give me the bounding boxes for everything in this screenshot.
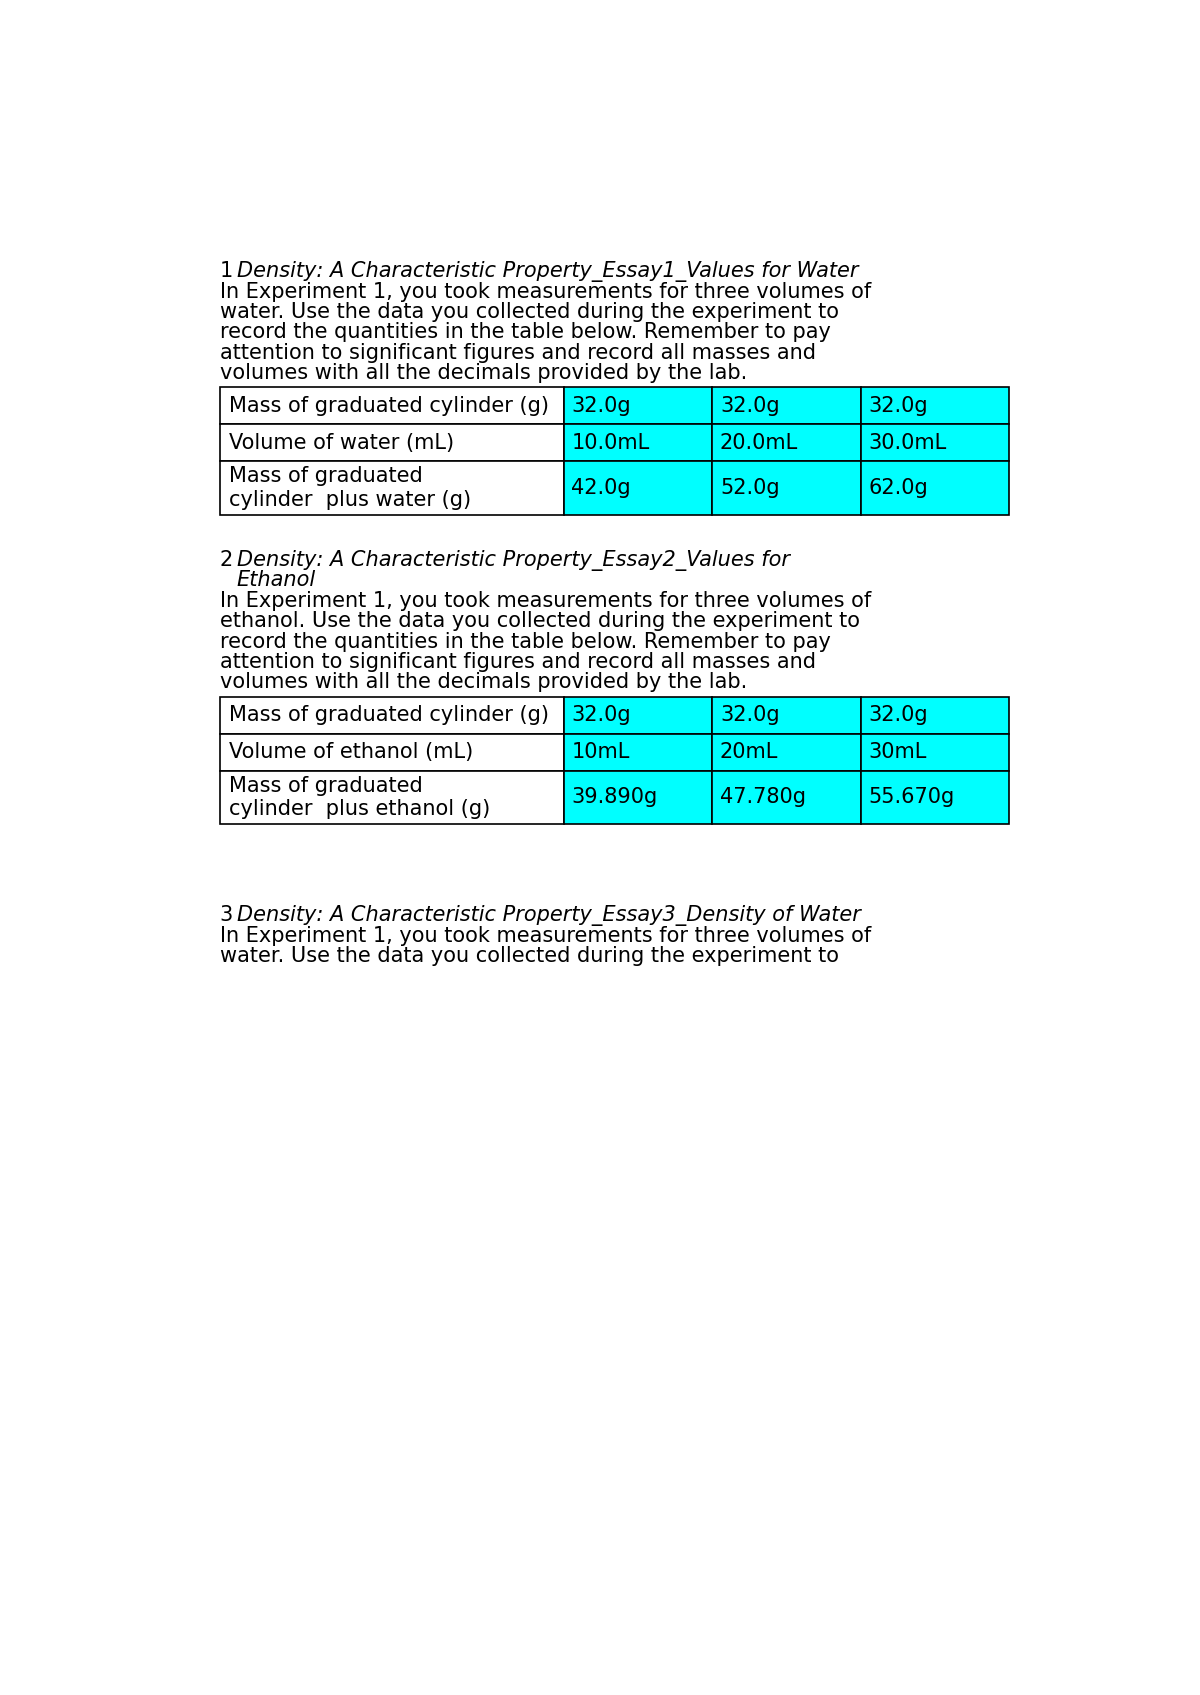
Text: 32.0g: 32.0g bbox=[720, 705, 780, 725]
Text: 3: 3 bbox=[220, 905, 240, 925]
Bar bbox=[564, 424, 713, 461]
Bar bbox=[220, 697, 564, 734]
Text: 32.0g: 32.0g bbox=[720, 397, 780, 415]
Text: Density: A Characteristic Property_Essay1_Values for Water: Density: A Characteristic Property_Essay… bbox=[236, 261, 858, 281]
Text: 42.0g: 42.0g bbox=[571, 478, 631, 498]
Bar bbox=[564, 461, 713, 515]
Text: 39.890g: 39.890g bbox=[571, 788, 658, 807]
Bar bbox=[220, 388, 564, 424]
Text: Mass of graduated: Mass of graduated bbox=[229, 776, 422, 795]
Bar bbox=[713, 461, 860, 515]
Text: cylinder  plus ethanol (g): cylinder plus ethanol (g) bbox=[229, 800, 491, 819]
Text: Density: A Characteristic Property_Essay3_Density of Water: Density: A Characteristic Property_Essay… bbox=[236, 905, 860, 925]
Bar bbox=[220, 771, 564, 824]
Text: attention to significant figures and record all masses and: attention to significant figures and rec… bbox=[220, 653, 816, 671]
Bar bbox=[564, 697, 713, 734]
Text: 20.0mL: 20.0mL bbox=[720, 432, 798, 453]
Bar bbox=[220, 734, 564, 771]
Text: In Experiment 1, you took measurements for three volumes of: In Experiment 1, you took measurements f… bbox=[220, 281, 871, 302]
Text: 55.670g: 55.670g bbox=[869, 788, 955, 807]
Text: Volume of ethanol (mL): Volume of ethanol (mL) bbox=[229, 742, 473, 763]
Text: 30.0mL: 30.0mL bbox=[869, 432, 947, 453]
Text: Ethanol: Ethanol bbox=[236, 570, 316, 590]
Bar bbox=[713, 388, 860, 424]
Bar bbox=[860, 771, 1009, 824]
Text: Mass of graduated cylinder (g): Mass of graduated cylinder (g) bbox=[229, 705, 550, 725]
Bar bbox=[564, 734, 713, 771]
Text: Mass of graduated cylinder (g): Mass of graduated cylinder (g) bbox=[229, 397, 550, 415]
Text: 10.0mL: 10.0mL bbox=[571, 432, 649, 453]
Text: Mass of graduated: Mass of graduated bbox=[229, 466, 422, 486]
Bar bbox=[713, 697, 860, 734]
Text: In Experiment 1, you took measurements for three volumes of: In Experiment 1, you took measurements f… bbox=[220, 592, 871, 610]
Text: ethanol. Use the data you collected during the experiment to: ethanol. Use the data you collected duri… bbox=[220, 612, 859, 631]
Bar bbox=[713, 734, 860, 771]
Text: cylinder  plus water (g): cylinder plus water (g) bbox=[229, 490, 472, 510]
Text: Density: A Characteristic Property_Essay2_Values for: Density: A Characteristic Property_Essay… bbox=[236, 549, 790, 571]
Bar bbox=[860, 734, 1009, 771]
Bar bbox=[220, 461, 564, 515]
Text: water. Use the data you collected during the experiment to: water. Use the data you collected during… bbox=[220, 302, 839, 322]
Text: 47.780g: 47.780g bbox=[720, 788, 806, 807]
Text: 10mL: 10mL bbox=[571, 742, 630, 763]
Bar bbox=[860, 697, 1009, 734]
Text: In Experiment 1, you took measurements for three volumes of: In Experiment 1, you took measurements f… bbox=[220, 925, 871, 946]
Bar bbox=[713, 771, 860, 824]
Text: 1: 1 bbox=[220, 261, 240, 281]
Text: record the quantities in the table below. Remember to pay: record the quantities in the table below… bbox=[220, 322, 830, 342]
Text: 32.0g: 32.0g bbox=[571, 705, 631, 725]
Text: volumes with all the decimals provided by the lab.: volumes with all the decimals provided b… bbox=[220, 363, 746, 383]
Text: water. Use the data you collected during the experiment to: water. Use the data you collected during… bbox=[220, 946, 839, 966]
Text: 62.0g: 62.0g bbox=[869, 478, 929, 498]
Text: Volume of water (mL): Volume of water (mL) bbox=[229, 432, 454, 453]
Text: 32.0g: 32.0g bbox=[571, 397, 631, 415]
Text: 2: 2 bbox=[220, 549, 240, 570]
Text: 30mL: 30mL bbox=[869, 742, 926, 763]
Bar bbox=[564, 388, 713, 424]
Text: 32.0g: 32.0g bbox=[869, 705, 929, 725]
Bar bbox=[713, 424, 860, 461]
Text: 32.0g: 32.0g bbox=[869, 397, 929, 415]
Bar bbox=[860, 461, 1009, 515]
Text: record the quantities in the table below. Remember to pay: record the quantities in the table below… bbox=[220, 632, 830, 651]
Text: 20mL: 20mL bbox=[720, 742, 779, 763]
Bar bbox=[860, 388, 1009, 424]
Bar bbox=[220, 424, 564, 461]
Bar bbox=[860, 424, 1009, 461]
Text: volumes with all the decimals provided by the lab.: volumes with all the decimals provided b… bbox=[220, 673, 746, 692]
Bar bbox=[564, 771, 713, 824]
Text: attention to significant figures and record all masses and: attention to significant figures and rec… bbox=[220, 342, 816, 363]
Text: 52.0g: 52.0g bbox=[720, 478, 780, 498]
